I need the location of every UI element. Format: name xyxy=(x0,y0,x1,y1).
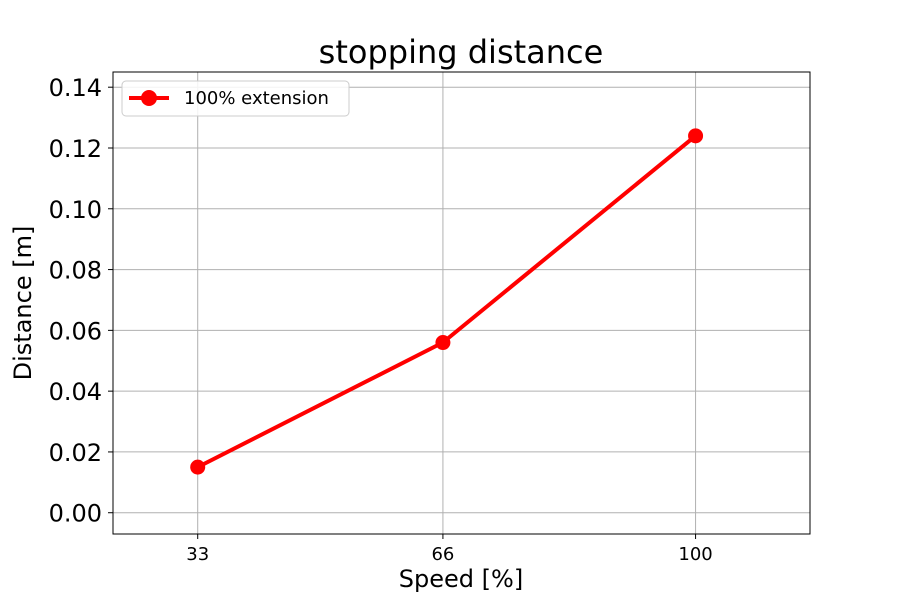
data-point xyxy=(435,335,451,351)
y-tick-label: 0.08 xyxy=(49,257,102,285)
x-tick-label: 66 xyxy=(431,544,454,565)
legend-marker xyxy=(141,90,157,106)
chart-title: stopping distance xyxy=(319,33,604,71)
legend-label: 100% extension xyxy=(184,88,329,109)
ticks: 0.00 0.02 0.04 0.06 0.08 0.10 0.12 0.14 33 66 100 xyxy=(49,74,713,565)
y-tick-label: 0.04 xyxy=(49,378,102,406)
x-tick-label: 100 xyxy=(678,544,712,565)
grid xyxy=(113,72,810,534)
y-tick-label: 0.14 xyxy=(49,74,102,102)
legend-box xyxy=(121,80,350,117)
y-tick-label: 0.02 xyxy=(49,439,102,467)
legend: 100% extension xyxy=(121,80,350,117)
y-tick-label: 0.12 xyxy=(49,135,102,163)
data-point xyxy=(190,459,206,475)
series xyxy=(190,128,704,475)
x-tick-label: 33 xyxy=(186,544,209,565)
x-axis-label: Speed [%] xyxy=(399,565,523,593)
y-tick-label: 0.06 xyxy=(49,317,102,345)
y-axis-label: Distance [m] xyxy=(9,226,37,381)
y-tick-label: 0.00 xyxy=(49,500,102,528)
series-line xyxy=(196,134,697,469)
data-point xyxy=(688,128,704,144)
y-tick-label: 0.10 xyxy=(49,196,102,224)
plot-frame xyxy=(112,71,811,535)
